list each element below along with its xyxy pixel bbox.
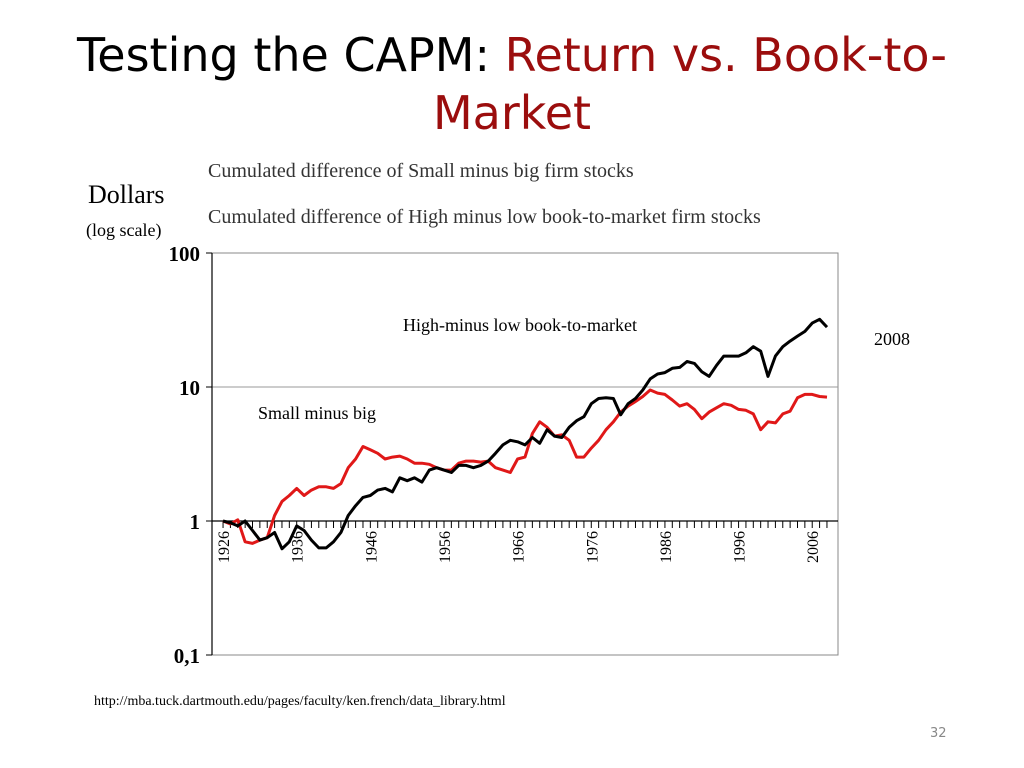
annotation-hml: High-minus low book-to-market — [403, 315, 637, 335]
chart: 100 10 1 0,1 1926 1936 1946 1956 1966 1976 1986 199… — [169, 242, 911, 668]
x-tick-label: 2006 — [805, 531, 822, 563]
x-tick-label: 1966 — [511, 531, 528, 563]
x-tick-label: 1986 — [658, 531, 675, 563]
x-tick-label: 1996 — [732, 531, 749, 563]
series-line-small-minus-big — [222, 388, 828, 545]
x-tick-label: 1956 — [437, 531, 454, 563]
slide-title: Testing the CAPM: Return vs. Book-to-Mar… — [40, 26, 984, 142]
slide-number: 32 — [930, 726, 947, 741]
x-tick-label: 1946 — [363, 531, 380, 563]
x-tick-label: 1926 — [216, 531, 233, 563]
y-axis-label: Dollars — [88, 180, 165, 209]
x-tick-label: 1976 — [584, 531, 601, 563]
y-tick-label: 100 — [169, 242, 201, 266]
source-url: http://mba.tuck.dartmouth.edu/pages/facu… — [94, 694, 506, 709]
series-line-high-minus-low — [222, 317, 829, 551]
chart-subtitle-smb: Cumulated difference of Small minus big … — [208, 160, 634, 182]
x-tick-label: 1936 — [290, 531, 307, 563]
title-accent: Return vs. Book-to-Market — [432, 28, 947, 140]
annotation-smb: Small minus big — [258, 403, 376, 423]
y-tick-label: 0,1 — [174, 644, 200, 668]
y-axis-label-note: (log scale) — [86, 220, 162, 240]
title-prefix: Testing the CAPM: — [76, 28, 505, 82]
y-tick-label: 10 — [179, 376, 200, 400]
y-tick-label: 1 — [190, 510, 201, 534]
chart-subtitle-hml: Cumulated difference of High minus low b… — [208, 206, 761, 228]
annotation-2008: 2008 — [874, 329, 910, 349]
